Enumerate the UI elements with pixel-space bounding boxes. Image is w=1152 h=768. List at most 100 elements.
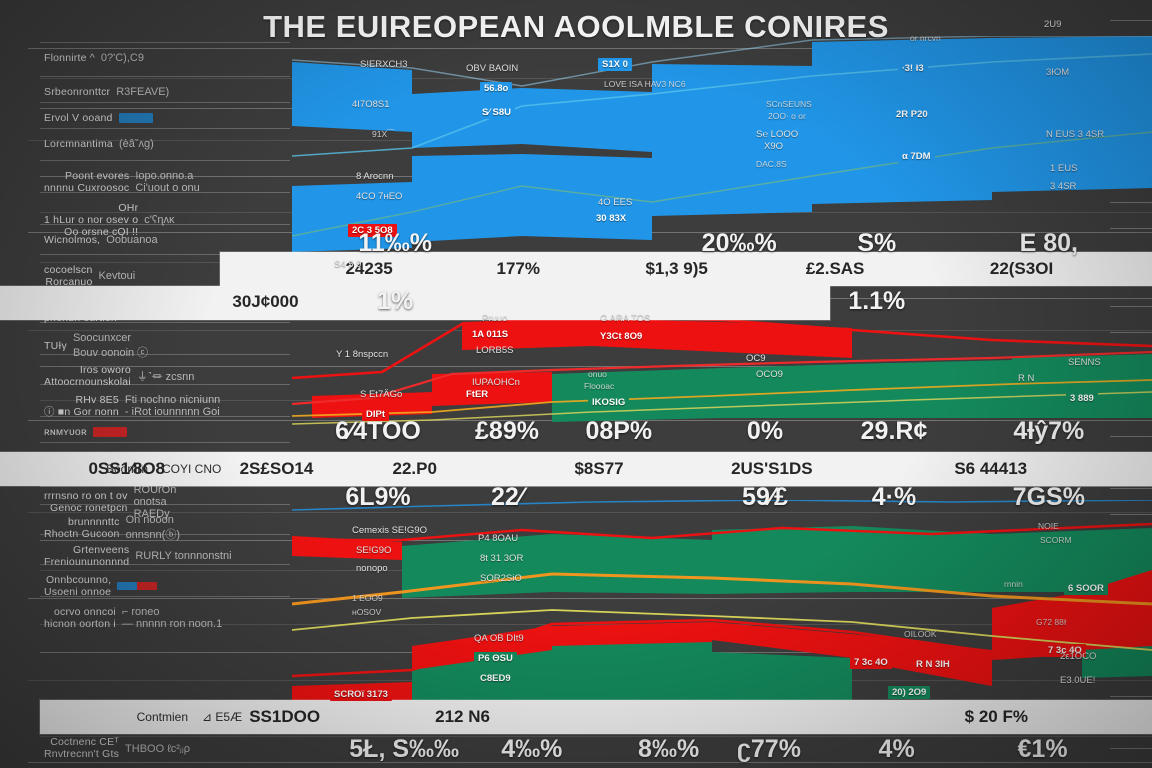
grid-line: [40, 624, 1152, 625]
chart-annotation: ∙3! ł3: [898, 62, 928, 75]
sidebar-divider: [40, 76, 290, 77]
band-cell: 22.Р0: [392, 459, 437, 478]
value-row: 6L9% 22⁄ 59⁄£ 4·% 7GS%: [292, 478, 1152, 516]
sidebar-item-1[interactable]: Srbeonronttcr R3FEAVE): [40, 84, 292, 100]
sidebar-item-9[interactable]: TUƗγ Soocunxcer Bouv oonoin ⓒ: [40, 330, 292, 362]
chart-annotation: SCnSEUNS: [766, 99, 812, 109]
sidebar-item-glyph: (èâˇʌɡ): [118, 138, 154, 151]
chart-panel-top-blue: [292, 36, 1152, 262]
sidebar-divider: [40, 534, 290, 535]
sidebar-item-7[interactable]: cocoelscn Rorcanuo Kevtoui: [40, 262, 292, 290]
sidebar-divider: [40, 442, 290, 443]
chart-annotation: G ARA TOS: [600, 313, 651, 324]
chart-annotation: 2R P20: [892, 108, 932, 121]
band-cell: 212 N6: [435, 707, 490, 726]
sidebar-item-16[interactable]: Grtenveens Frenioununonnnd RURLY tonnnons…: [40, 542, 292, 570]
chart-annotation: SCORM: [1040, 535, 1072, 545]
value-cell: 22⁄: [491, 482, 523, 511]
top-blue-area-svg: [292, 36, 1152, 252]
sidebar-item-4[interactable]: Poont evores nnnnu Cuxroosoc Iopo.onno.a …: [40, 168, 292, 196]
sidebar-item-label: Grtenveens Frenioununonnnd: [44, 544, 130, 569]
sidebar-item-glyph: THBOO ℓc²ⱼⱼρ: [125, 742, 191, 755]
sidebar-divider: [40, 354, 290, 355]
sidebar-divider: [40, 322, 290, 323]
highlight-band-row: 30J¢000: [0, 286, 830, 320]
chart-annotation: 8 Arocnn: [356, 171, 394, 182]
sidebar-item-label: Flonnirte ^: [44, 52, 95, 64]
value-cell: ʗ77%: [736, 734, 801, 763]
value-cell: €1%: [1017, 734, 1068, 763]
sidebar-item-label: RHv 8E5 ⓘ ■n Gor nonn: [44, 394, 119, 419]
sidebar-divider: [40, 128, 290, 129]
sidebar-item-glyph: R3FEAVE): [116, 86, 170, 99]
axis-tick: [1110, 488, 1152, 489]
sidebar-item-glyph: RURLY tonnnonstni: [135, 550, 232, 563]
band-cell: 177%: [496, 259, 540, 278]
chart-annotation: G72 88Ɨ: [1036, 617, 1067, 627]
chart-annotation: LOVE ISA HAV3 NC6: [604, 79, 686, 89]
sidebar-item-label: Onnbcounno, Usoeni onnoe: [44, 574, 112, 599]
value-cell: 4Ɨŷ7%: [1013, 416, 1085, 445]
sidebar-item-label: Poont evores nnnnu Cuxroosoc: [44, 170, 130, 195]
sidebar-item-12[interactable]: ʀɴᴍʏᴜᴏʀ: [40, 424, 292, 440]
sidebar-item-label: OHr 1 hLur o nor osev o Oo orsne cOI !!: [44, 202, 139, 239]
sidebar-item-5[interactable]: OHr 1 hLur o nor osev o Oo orsne cOI !! c…: [40, 200, 292, 240]
sidebar-item-19[interactable]: Coctnenc CEᵀ Rnvtrecnn't Gts THBOO ℓc²ⱼⱼρ: [40, 734, 292, 762]
chart-annotation: 3ƗOM: [1046, 67, 1070, 78]
chart-annotation: Y3Ct 8O9: [596, 330, 647, 343]
sidebar-item-glyph: On nooon onnsnn(ⓑ): [125, 514, 180, 541]
sidebar-item-11[interactable]: RHv 8E5 ⓘ ■n Gor nonn Fti nochno nicniunn…: [40, 392, 292, 420]
sidebar-item-17[interactable]: Onnbcounno, Usoeni onnoe: [40, 572, 292, 600]
chart-annotation: Y 1 8nspccn: [336, 349, 389, 360]
chart-annotation: SE!G9O: [356, 545, 392, 556]
sidebar-item-10[interactable]: Iros oworo Attoocrnounskolai ⏚˺⏛ zcsnn: [40, 362, 292, 390]
chart-annotation: OBV BAOIN: [466, 63, 519, 74]
chart-annotation: 20) 2O9: [888, 686, 931, 699]
band-row-side: Soomrn COYI CNO: [0, 452, 292, 486]
sidebar-divider: [40, 504, 290, 505]
grid-line: [28, 48, 1152, 49]
chart-annotation: 30 83X: [592, 212, 631, 225]
sidebar[interactable]: Flonnirte ^ 0?'C),C9 Srbeonronttcr R3FEAVE)…: [0, 0, 292, 768]
sidebar-divider: [40, 160, 290, 161]
sidebar-item-label: Ervol V ooand: [44, 112, 113, 124]
chart-annotation: P4 8OAU: [478, 533, 519, 544]
sidebar-item-label: cocoelscn Rorcanuo: [44, 264, 93, 289]
value-row: 5Ł, S‰‰ 4‰% 8‰% ʗ77% 4% €1%: [240, 730, 1152, 768]
sidebar-item-15[interactable]: brunnnnttc Rhoctn Gucoon On nooon onnsnn(…: [40, 512, 292, 544]
sidebar-item-label: ocrvo onncoi hicnon oorton i: [44, 606, 116, 631]
axis-tick: [1110, 20, 1152, 21]
chart-annotation: α 7DM: [898, 150, 935, 163]
sidebar-item-6[interactable]: Wicnolmos, Oobuanoa: [40, 232, 292, 248]
chart-annotation: 1 EUS: [1050, 163, 1078, 174]
highlight-band-row: Soomrn COYI CNO 0SS1⁄8O8 2S£SO14 22.Р0 $8S77 2…: [0, 452, 1152, 486]
sidebar-item-14[interactable]: rrrnsno ro on t ov Genoc ronetpcn ROUrOn …: [40, 482, 292, 522]
value-cell: 11‰%: [358, 228, 433, 257]
chart-annotation: 6 SOOR: [1064, 582, 1108, 595]
axis-tick: [1110, 514, 1152, 515]
sidebar-item-glyph: Fti nochno nicniunn - iRot iounnnnn Goi: [124, 394, 221, 419]
chart-annotation: 1A 011S: [468, 328, 513, 341]
sidebar-item-glyph: ⏚˺⏛ zcsnn: [136, 371, 195, 384]
sidebar-item-label: TUƗγ: [44, 339, 67, 352]
chart-annotation: DAC.8S: [756, 159, 787, 169]
sidebar-item-glyph: Iopo.onno.a Ci'uout o onu: [135, 170, 200, 195]
chart-annotation: P6 ΘSU: [474, 652, 517, 665]
value-cell: 20‰%: [701, 228, 777, 257]
chart-annotation: 2C 3 5O8: [348, 224, 397, 237]
sidebar-item-0[interactable]: Flonnirte ^ 0?'C),C9: [40, 50, 292, 66]
page-title: THE EUIREOPEAN AOOLMBLE CONIRES: [263, 9, 889, 44]
chart-annotation: IKOSIG: [588, 396, 630, 409]
sidebar-divider: [40, 224, 290, 225]
sidebar-item-3[interactable]: Lorcmnantima (èâˇʌɡ): [40, 136, 292, 152]
sidebar-divider: [40, 102, 290, 103]
value-cell: 0%: [746, 416, 784, 445]
sidebar-item-2[interactable]: Ervol V ooand: [40, 110, 292, 126]
value-cell: 4‰%: [501, 734, 563, 763]
chart-annotation: S℮ LOOO: [756, 129, 799, 140]
sidebar-item-18[interactable]: ocrvo onncoi hicnon oorton i ⌐ roneo — nn…: [40, 604, 292, 632]
grid-line: [40, 366, 1152, 367]
chart-annotation: nonopo: [356, 563, 388, 574]
chart-annotation: C8ED9: [476, 672, 515, 685]
value-cell: 6⁄4TOO: [335, 416, 421, 445]
